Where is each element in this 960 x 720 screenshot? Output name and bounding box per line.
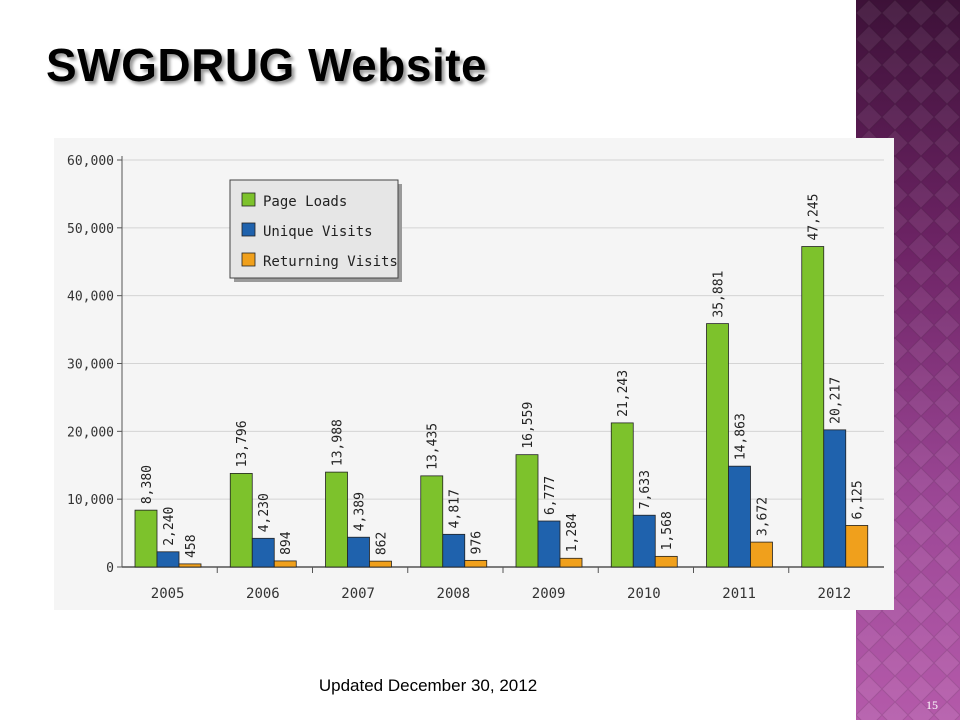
bar-unique-visits — [442, 533, 466, 568]
data-label: 862 — [375, 532, 390, 555]
bar-chart-canvas: 0 10,000 20,000 30,000 40,000 50,000 60,000 200… — [67, 154, 884, 602]
data-label: 21,243 — [616, 370, 631, 417]
data-label: 1,284 — [565, 513, 580, 552]
data-label: 47,245 — [807, 194, 822, 241]
bar-unique-visits — [632, 514, 656, 568]
data-label: 4,230 — [257, 493, 272, 532]
data-label: 13,796 — [235, 420, 250, 467]
y-tick-label: 10,000 — [67, 493, 114, 508]
bar-page-loads — [801, 246, 825, 568]
bar-returning-visits — [369, 560, 392, 568]
bar-returning-visits — [273, 560, 297, 568]
x-tick-label: 2005 — [151, 586, 185, 602]
data-label: 894 — [279, 531, 294, 555]
bar-unique-visits — [251, 537, 275, 568]
bar-page-loads — [420, 475, 444, 568]
bar-page-loads — [229, 473, 253, 568]
legend-label: Returning Visits — [263, 254, 398, 270]
data-label: 458 — [184, 534, 199, 557]
data-label: 20,217 — [829, 377, 844, 424]
bar-unique-visits — [537, 520, 561, 568]
legend-box — [229, 179, 399, 279]
bar-returning-visits — [750, 541, 773, 568]
bar-page-loads — [515, 454, 539, 568]
data-label: 35,881 — [712, 271, 727, 318]
bar-unique-visits — [347, 536, 370, 568]
data-label: 6,125 — [851, 480, 866, 519]
slide-title: SWGDRUG Website — [46, 39, 488, 91]
legend-label: Unique Visits — [263, 224, 373, 240]
legend-label: Page Loads — [263, 194, 347, 210]
bar-page-loads — [610, 422, 634, 568]
x-tick-label: 2007 — [341, 586, 375, 602]
y-tick-label: 60,000 — [67, 154, 114, 169]
data-label: 8,380 — [140, 465, 155, 504]
x-tick-label: 2010 — [627, 586, 661, 602]
updated-note: Updated December 30, 2012 — [318, 676, 538, 695]
legend-swatch — [241, 192, 256, 207]
bar-page-loads — [325, 471, 348, 568]
legend-swatch — [241, 222, 256, 237]
bar-returning-visits — [559, 557, 583, 568]
bar-unique-visits — [728, 465, 751, 568]
data-label: 4,817 — [448, 489, 463, 528]
bar-unique-visits — [823, 429, 847, 568]
y-tick-label: 40,000 — [67, 290, 114, 305]
data-label: 3,672 — [756, 497, 771, 536]
data-label: 16,559 — [521, 402, 536, 449]
data-label: 6,777 — [543, 476, 558, 515]
data-label: 14,863 — [734, 413, 749, 460]
y-tick-label: 0 — [106, 561, 114, 576]
x-tick-label: 2006 — [246, 586, 280, 602]
bar-returning-visits — [464, 559, 488, 568]
data-label: 2,240 — [162, 507, 177, 546]
bar-returning-visits — [845, 525, 869, 568]
bar-page-loads — [706, 323, 729, 568]
data-label: 13,435 — [426, 423, 441, 470]
bar-returning-visits — [654, 555, 678, 568]
x-tick-label: 2008 — [437, 586, 471, 602]
data-label: 4,389 — [353, 492, 368, 531]
data-label: 7,633 — [638, 470, 653, 509]
y-tick-label: 30,000 — [67, 358, 114, 373]
legend-swatch — [241, 252, 256, 267]
x-tick-label: 2011 — [722, 586, 756, 602]
data-label: 1,568 — [660, 511, 675, 550]
bar-page-loads — [134, 509, 158, 568]
page-number: 15 — [926, 698, 938, 712]
y-tick-label: 20,000 — [67, 425, 114, 440]
x-tick-label: 2012 — [818, 586, 852, 602]
data-label: 13,988 — [331, 419, 346, 466]
data-label: 976 — [470, 531, 485, 554]
bar-unique-visits — [156, 551, 180, 568]
y-tick-label: 50,000 — [67, 222, 114, 237]
bar-returning-visits — [178, 563, 202, 568]
bar-chart: 0 10,000 20,000 30,000 40,000 50,000 60,000 200… — [54, 138, 894, 610]
x-tick-label: 2009 — [532, 586, 566, 602]
